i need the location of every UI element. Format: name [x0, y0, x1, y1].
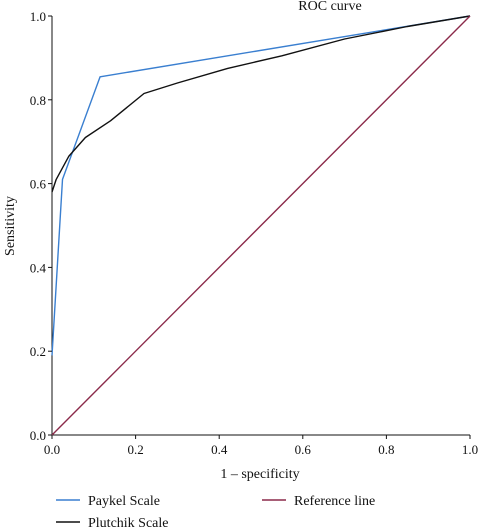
x-tick-label: 1.0 [462, 442, 478, 457]
y-tick-label: 0.2 [30, 344, 46, 359]
chart-title: ROC curve [298, 0, 361, 14]
y-axis-title: Sensitivity [3, 196, 18, 256]
x-axis-ticks: 0.0 0.2 0.4 0.6 0.8 1.0 [44, 435, 478, 457]
x-tick-label: 0.2 [127, 442, 143, 457]
x-axis-title: 1 – specificity [220, 467, 299, 482]
x-tick-label: 0.4 [211, 442, 228, 457]
y-tick-label: 0.6 [30, 177, 47, 192]
series-line-reference-line [51, 15, 471, 436]
legend: Paykel Scale Reference line Plutchik Scale [56, 494, 375, 531]
x-tick-label: 0.8 [378, 442, 394, 457]
plot-area [51, 15, 471, 436]
y-tick-label: 0.4 [30, 260, 47, 275]
legend-label-reference-line: Reference line [294, 494, 375, 509]
series-line-plutchik-scale [51, 15, 471, 193]
y-axis-ticks: 0.0 0.2 0.4 0.6 0.8 1.0 [30, 9, 52, 443]
legend-label-paykel-scale: Paykel Scale [88, 494, 160, 509]
y-tick-label: 0.8 [30, 93, 46, 108]
y-tick-label: 1.0 [30, 9, 46, 24]
x-tick-label: 0.0 [44, 442, 60, 457]
x-tick-label: 0.6 [295, 442, 312, 457]
legend-label-plutchik-scale: Plutchik Scale [88, 516, 169, 531]
y-tick-label: 0.0 [30, 428, 46, 443]
series-line-paykel-scale [51, 15, 471, 356]
